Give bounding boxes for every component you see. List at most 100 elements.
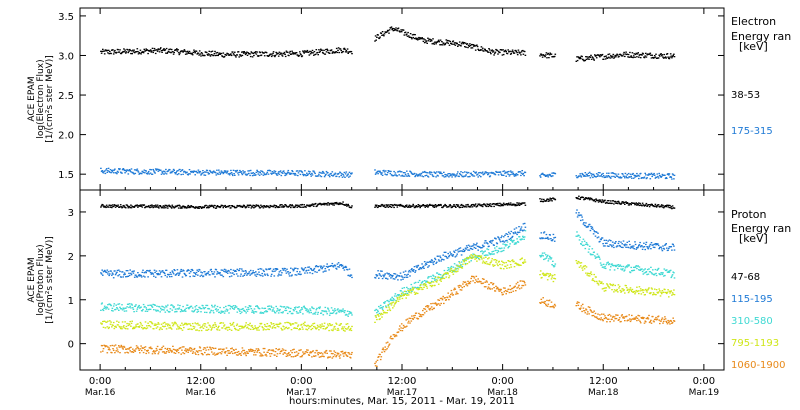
data-point: [193, 272, 195, 274]
data-point: [467, 44, 470, 46]
data-point: [215, 269, 218, 271]
data-point: [426, 261, 428, 263]
data-point: [458, 266, 461, 268]
data-point: [493, 253, 495, 255]
data-point: [348, 325, 350, 328]
data-point: [486, 172, 488, 174]
data-point: [457, 251, 460, 253]
data-point: [185, 322, 188, 325]
data-point: [645, 204, 647, 206]
data-point: [391, 276, 393, 278]
data-point: [125, 170, 128, 173]
data-point: [503, 241, 506, 243]
data-point: [290, 173, 293, 175]
data-point: [342, 310, 345, 312]
data-point: [303, 204, 305, 206]
data-point: [306, 174, 309, 176]
data-point: [336, 263, 339, 265]
data-point: [270, 55, 273, 58]
data-point: [539, 270, 542, 272]
data-point: [158, 273, 160, 276]
data-point: [186, 171, 188, 173]
data-point: [581, 173, 584, 175]
data-point: [103, 320, 106, 322]
data-point: [229, 54, 232, 56]
data-point: [347, 203, 349, 206]
data-point: [482, 204, 485, 206]
data-point: [388, 275, 391, 277]
data-point: [279, 274, 281, 276]
data-point: [153, 50, 155, 52]
data-point: [593, 251, 595, 253]
data-point: [604, 55, 606, 58]
data-point: [340, 323, 342, 325]
data-point: [671, 178, 673, 180]
data-point: [241, 325, 244, 327]
data-point: [420, 268, 423, 270]
data-point: [316, 51, 319, 54]
data-point: [425, 262, 427, 265]
data-point: [665, 243, 667, 245]
data-point: [581, 269, 584, 271]
data-point: [585, 266, 588, 268]
data-point: [671, 57, 673, 59]
data-point: [257, 173, 260, 175]
data-point: [593, 199, 595, 202]
data-point: [140, 53, 142, 55]
data-point: [545, 274, 548, 276]
data-point: [147, 172, 149, 174]
data-point: [163, 321, 166, 324]
data-point: [166, 52, 168, 54]
data-point: [346, 51, 348, 53]
data-point: [119, 49, 121, 51]
data-point: [460, 43, 463, 45]
data-point: [539, 256, 542, 258]
data-point: [451, 271, 453, 273]
data-point: [587, 172, 590, 174]
data-point: [545, 273, 547, 275]
data-point: [343, 269, 346, 271]
data-point: [546, 57, 548, 59]
data-point: [188, 52, 190, 54]
data-point: [385, 277, 388, 280]
data-point: [448, 44, 451, 46]
data-point: [588, 248, 590, 250]
data-point: [650, 287, 653, 289]
data-point: [177, 49, 179, 51]
data-point: [658, 54, 660, 56]
data-point: [415, 173, 418, 175]
data-point: [184, 310, 187, 312]
data-point: [388, 272, 390, 275]
data-point: [181, 207, 183, 209]
data-point: [249, 55, 252, 58]
data-point: [303, 173, 305, 176]
data-point: [496, 204, 499, 206]
data-point: [666, 291, 669, 293]
data-point: [598, 256, 601, 258]
data-point: [517, 241, 520, 243]
data-point: [407, 290, 410, 293]
data-point: [669, 207, 672, 209]
data-point: [595, 276, 597, 278]
data-point: [232, 269, 235, 271]
data-point: [297, 54, 299, 56]
data-point: [290, 206, 292, 209]
data-point: [426, 172, 428, 174]
data-point: [442, 175, 444, 177]
data-point: [102, 204, 104, 206]
data-point: [580, 57, 582, 60]
data-point: [105, 204, 108, 206]
data-point: [590, 253, 593, 256]
data-point: [172, 323, 175, 326]
data-point: [239, 312, 242, 315]
data-point: [483, 251, 485, 253]
data-point: [583, 265, 585, 267]
data-point: [254, 311, 256, 313]
data-point: [628, 204, 630, 206]
data-point: [279, 204, 282, 206]
data-point: [140, 204, 143, 206]
data-point: [214, 172, 217, 174]
data-point: [280, 174, 283, 177]
data-point: [325, 173, 327, 176]
data-point: [506, 172, 508, 174]
